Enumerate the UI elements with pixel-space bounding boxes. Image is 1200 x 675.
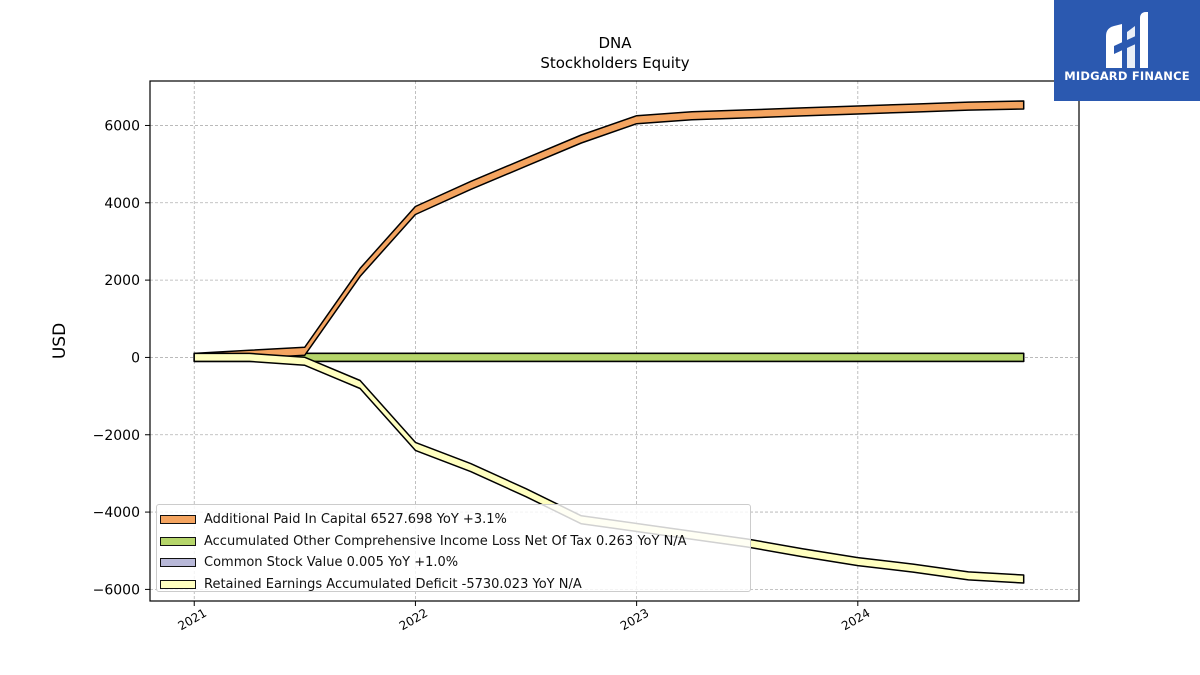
legend-item-common-stock-value: Common Stock Value 0.005 YoY +1.0% xyxy=(157,552,750,574)
y-tick-label: 4000 xyxy=(104,196,140,212)
legend-swatch xyxy=(160,579,196,589)
y-axis-label: USD xyxy=(50,323,70,359)
plot-frame xyxy=(149,80,1080,602)
y-tick-label: −6000 xyxy=(93,582,140,598)
y-tick-label: 2000 xyxy=(104,273,140,289)
legend-label: Accumulated Other Comprehensive Income L… xyxy=(204,533,687,549)
legend-swatch xyxy=(160,536,196,546)
legend-item-additional-paid-in-capital: Additional Paid In Capital 6527.698 YoY … xyxy=(157,509,750,531)
series-band-additional-paid-in-capital xyxy=(193,100,1025,363)
x-tick-label: 2022 xyxy=(397,606,430,633)
logo-mark-icon xyxy=(1106,12,1148,68)
grid-lines xyxy=(150,81,1079,601)
legend-label: Common Stock Value 0.005 YoY +1.0% xyxy=(204,555,459,571)
legend-label: Retained Earnings Accumulated Deficit -5… xyxy=(204,576,582,592)
legend-swatch xyxy=(160,558,196,568)
x-tick-label: 2021 xyxy=(176,606,209,633)
chart-subtitle: Stockholders Equity xyxy=(540,54,689,72)
y-tick-label: −4000 xyxy=(93,505,140,521)
x-tick-label: 2024 xyxy=(839,606,872,633)
y-tick-label: 6000 xyxy=(104,118,140,134)
series-layer xyxy=(193,100,1025,584)
y-tick-label: −2000 xyxy=(93,428,140,444)
x-tick-label: 2023 xyxy=(618,606,651,633)
legend-label: Additional Paid In Capital 6527.698 YoY … xyxy=(204,512,507,528)
series-band-accumulated-other-comprehensive-income-loss-net-of-tax xyxy=(193,352,1025,363)
legend-swatch xyxy=(160,515,196,525)
chart-legend: Additional Paid In Capital 6527.698 YoY … xyxy=(156,504,751,592)
legend-item-retained-earnings: Retained Earnings Accumulated Deficit -5… xyxy=(157,574,750,596)
logo-text: MIDGARD FINANCE xyxy=(1064,69,1190,83)
y-tick-label: 0 xyxy=(131,350,140,366)
legend-item-aoci: Accumulated Other Comprehensive Income L… xyxy=(157,531,750,553)
midgard-finance-logo: MIDGARD FINANCE xyxy=(1054,0,1200,101)
chart-title: DNA xyxy=(598,34,632,52)
series-band-retained-earnings-accumulated-deficit xyxy=(193,352,1025,584)
